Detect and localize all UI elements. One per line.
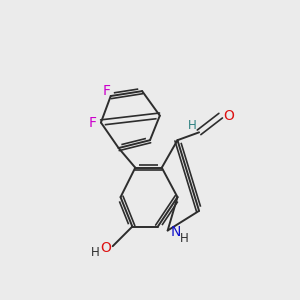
Text: O: O xyxy=(224,109,234,123)
Text: H: H xyxy=(188,119,197,132)
Text: F: F xyxy=(89,116,97,130)
Text: O: O xyxy=(100,241,111,255)
Text: F: F xyxy=(102,84,110,98)
Text: N: N xyxy=(171,225,181,239)
Text: H: H xyxy=(91,246,100,259)
Text: H: H xyxy=(179,232,188,245)
